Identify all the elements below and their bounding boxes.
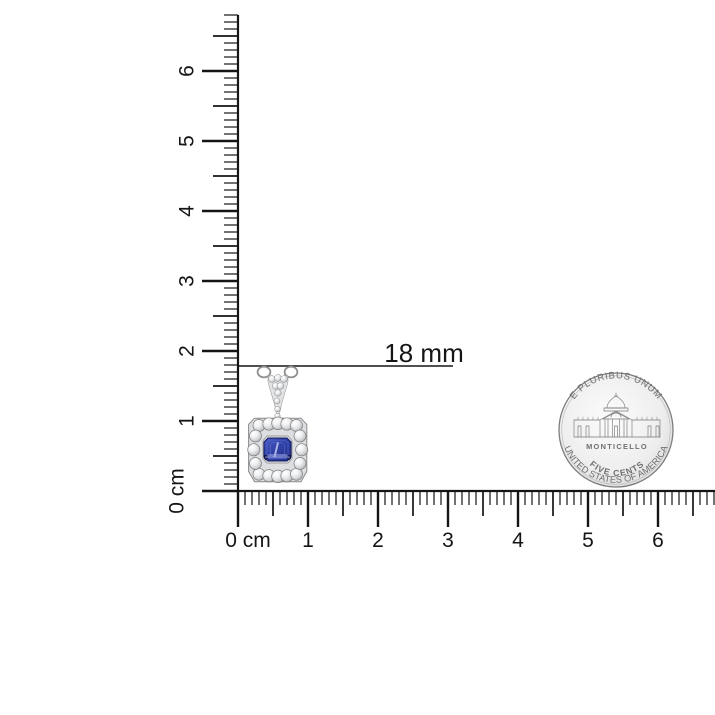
svg-text:6: 6 [176, 65, 199, 77]
svg-text:0 cm: 0 cm [166, 468, 189, 514]
svg-text:0 cm: 0 cm [225, 529, 271, 552]
svg-text:3: 3 [442, 529, 454, 552]
svg-text:4: 4 [512, 529, 524, 552]
svg-text:1: 1 [176, 415, 199, 427]
svg-text:4: 4 [176, 205, 199, 217]
svg-text:5: 5 [582, 529, 594, 552]
svg-text:1: 1 [302, 529, 314, 552]
svg-text:6: 6 [652, 529, 664, 552]
svg-text:18 mm: 18 mm [384, 338, 463, 368]
svg-text:MONTICELLO: MONTICELLO [586, 442, 648, 451]
svg-text:2: 2 [176, 345, 199, 357]
svg-text:3: 3 [176, 275, 199, 287]
svg-text:5: 5 [176, 135, 199, 147]
svg-text:2: 2 [372, 529, 384, 552]
